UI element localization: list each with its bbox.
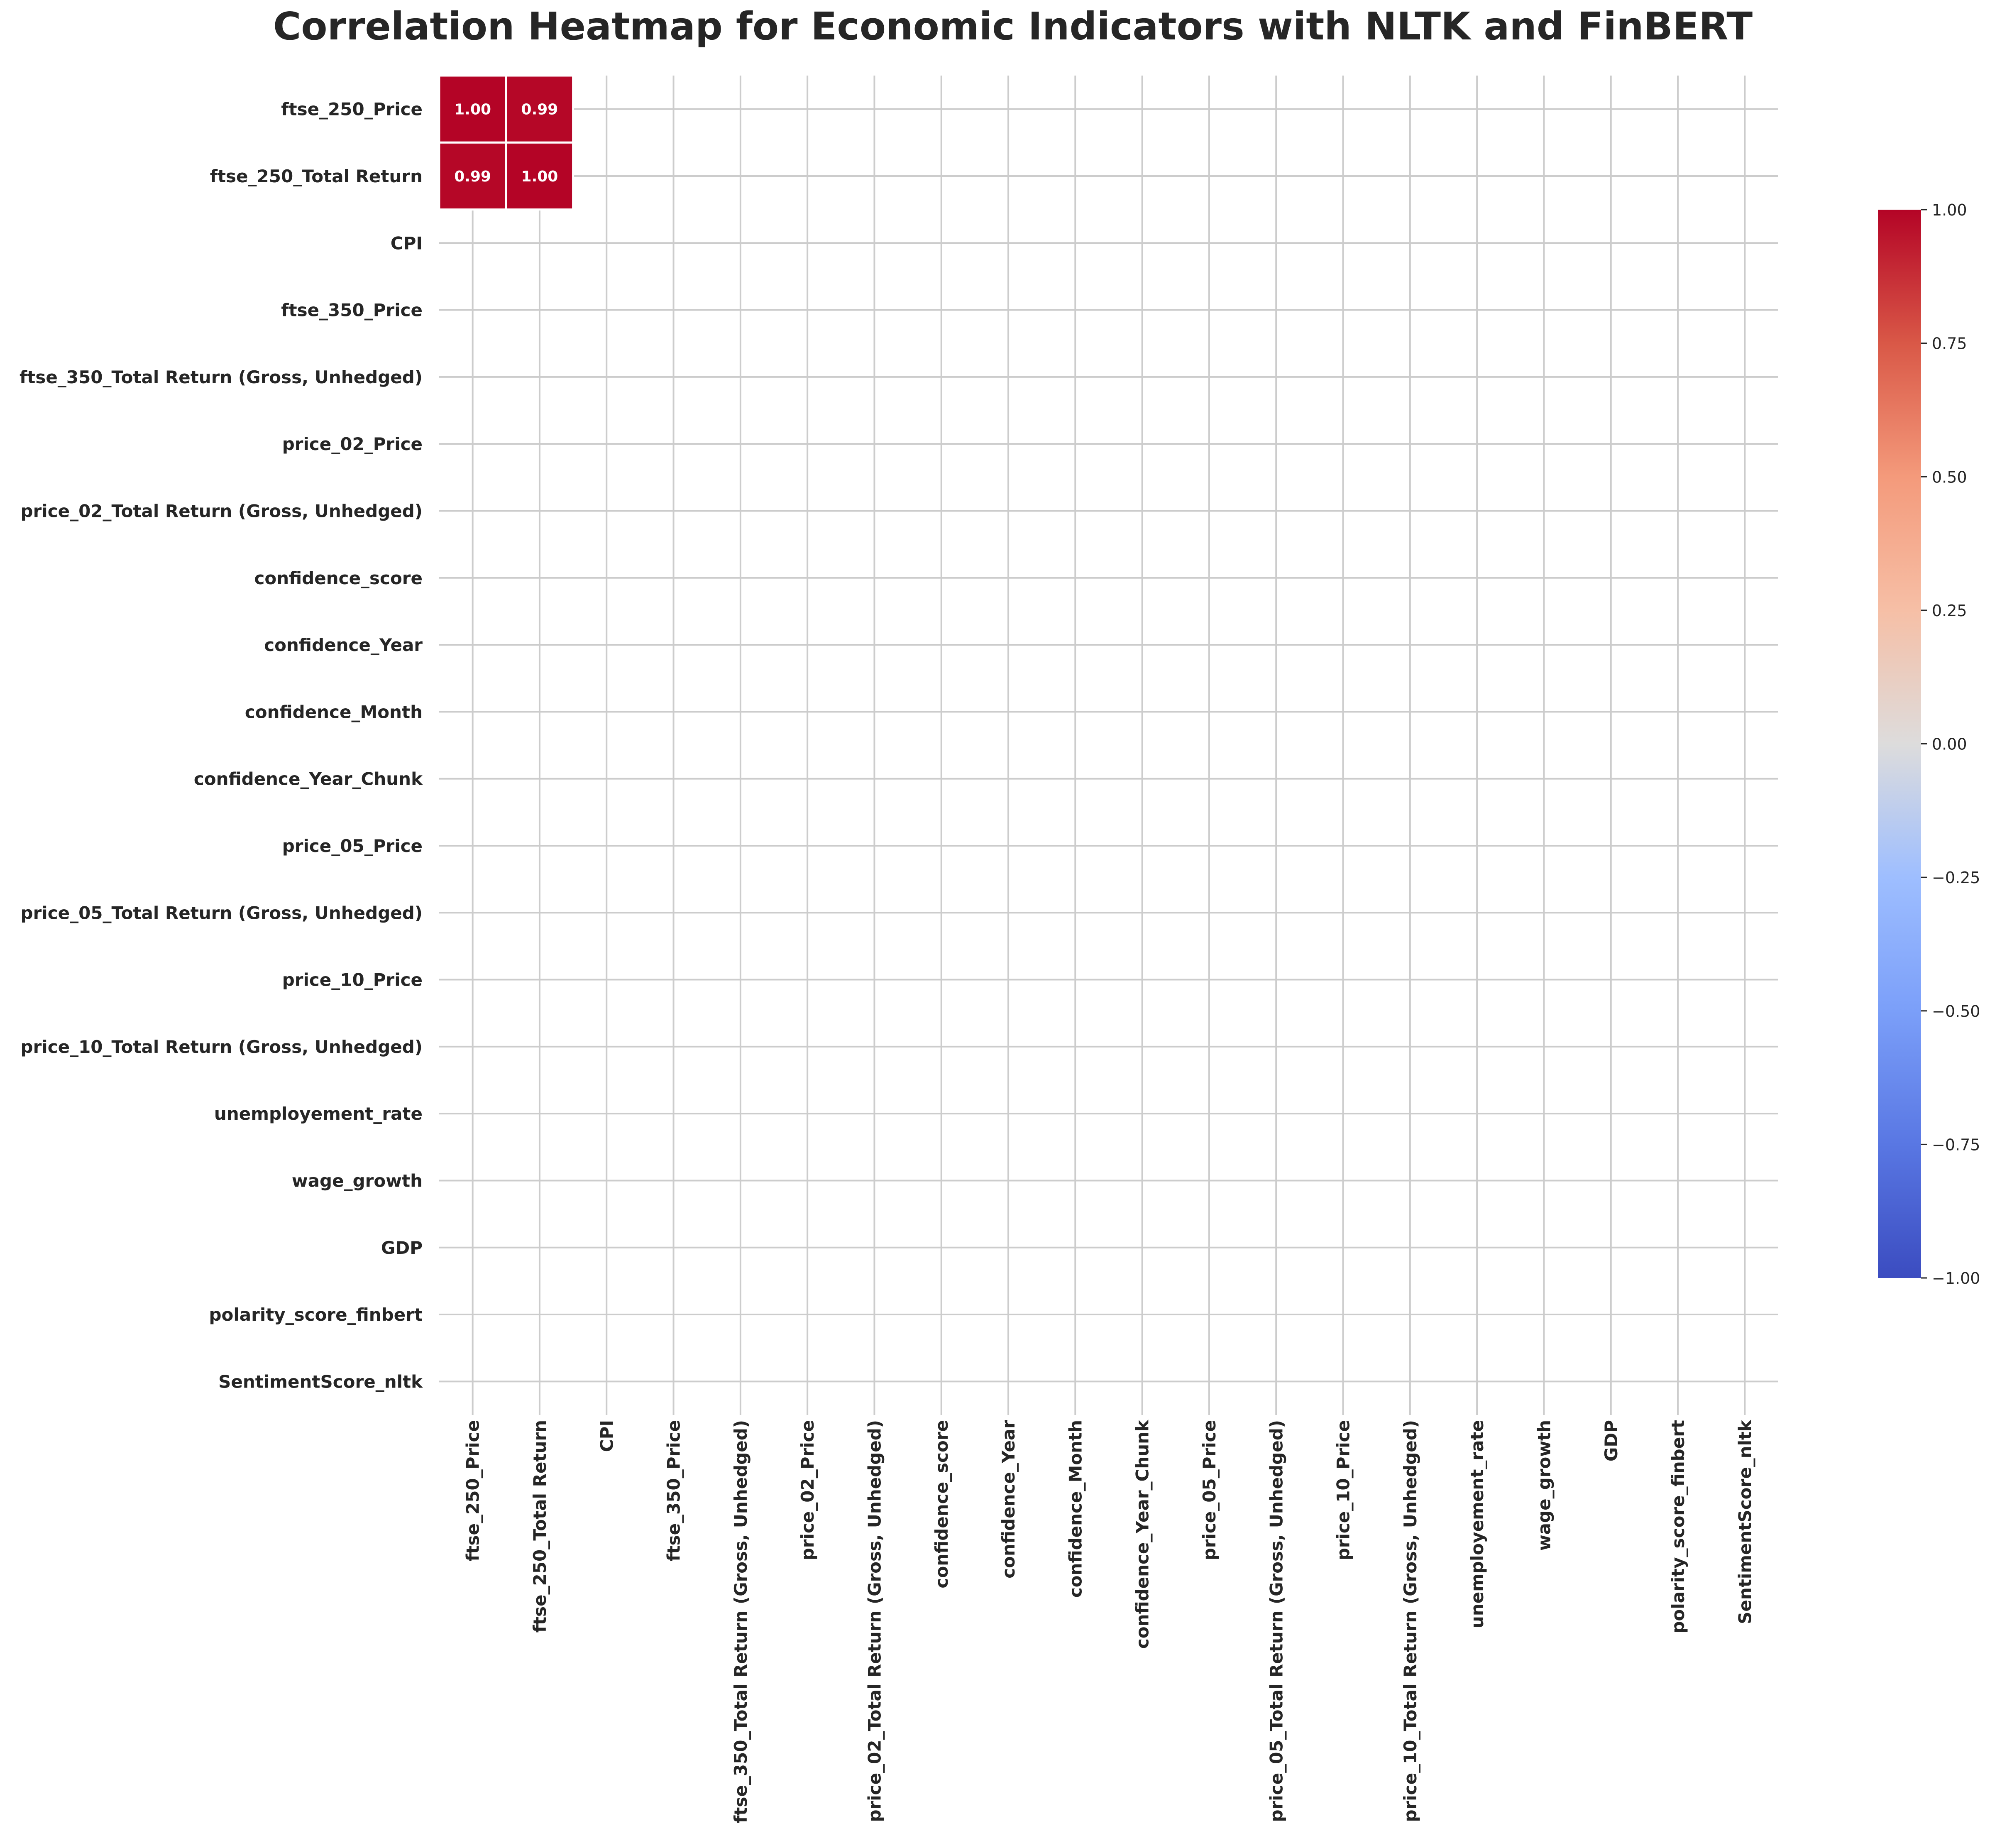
column-label-price-02-price: price_02_Price [797, 1420, 818, 1560]
colorbar-tick-label: −0.75 [1932, 1136, 1980, 1154]
column-labels: ftse_250_Price ftse_250_Total Return CPI ft… [463, 1420, 1755, 1823]
row-label-sentimentscore-nltk: SentimentScore_nltk [218, 1371, 423, 1392]
row-label-confidence-year: confidence_Year [264, 635, 423, 655]
row-label-price-02-total-return-gross-unhedged: price_02_Total Return (Gross, Unhedged) [21, 501, 423, 521]
colorbar-tick-label: 0.50 [1932, 468, 1967, 486]
row-label-ftse-250-price: ftse_250_Price [281, 99, 423, 120]
colorbar-tick-label: 0.00 [1932, 735, 1967, 754]
colorbar-ticks: 1.00 0.75 0.50 0.25 0.00 −0.25 −0.50 −0.75 −1.00 [1921, 201, 1980, 1287]
colorbar-gradient [1878, 210, 1921, 1278]
colorbar-tick-label: −0.50 [1932, 1002, 1980, 1021]
row-label-price-05-price: price_05_Price [282, 836, 423, 856]
column-label-price-10-price: price_10_Price [1333, 1420, 1354, 1560]
cell-annotation: 1.00 [521, 168, 558, 185]
chart-title: Correlation Heatmap for Economic Indicat… [273, 4, 1753, 49]
row-label-confidence-score: confidence_score [254, 568, 423, 588]
cell-annotation: 0.99 [521, 101, 558, 118]
row-label-ftse-350-total-return-gross-unhedged: ftse_350_Total Return (Gross, Unhedged) [20, 367, 423, 387]
row-label-ftse-350-price: ftse_350_Price [281, 300, 423, 321]
column-label-ftse-250-total-return: ftse_250_Total Return [530, 1420, 550, 1633]
grid-lines [439, 76, 1778, 1415]
row-label-price-10-price: price_10_Price [282, 970, 423, 990]
column-label-confidence-month: confidence_Month [1065, 1420, 1085, 1598]
column-label-polarity-score-finbert: polarity_score_finbert [1668, 1420, 1688, 1634]
column-label-sentimentscore-nltk: SentimentScore_nltk [1735, 1420, 1755, 1624]
row-label-confidence-year-chunk: confidence_Year_Chunk [194, 769, 423, 789]
row-label-price-05-total-return-gross-unhedged: price_05_Total Return (Gross, Unhedged) [21, 903, 423, 923]
column-label-confidence-score: confidence_score [931, 1420, 952, 1589]
cell-annotations: 1.00 0.99 0.99 1.00 [454, 101, 558, 185]
colorbar-tick-label: −0.25 [1932, 869, 1980, 887]
colorbar-tick-label: −1.00 [1932, 1269, 1980, 1287]
column-label-ftse-350-price: ftse_350_Price [664, 1420, 684, 1562]
row-label-unemployement-rate: unemployement_rate [214, 1104, 423, 1124]
column-label-cpi: CPI [596, 1420, 617, 1452]
cell-annotation: 1.00 [454, 101, 491, 118]
column-label-price-05-total-return-gross-unhedged: price_05_Total Return (Gross, Unhedged) [1266, 1420, 1286, 1822]
colorbar-tick-label: 1.00 [1932, 201, 1967, 219]
row-label-polarity-score-finbert: polarity_score_finbert [209, 1305, 423, 1325]
column-label-price-10-total-return-gross-unhedged: price_10_Total Return (Gross, Unhedged) [1400, 1420, 1420, 1822]
row-label-price-02-price: price_02_Price [282, 434, 423, 454]
colorbar-tick-label: 0.75 [1932, 335, 1967, 353]
column-label-price-02-total-return-gross-unhedged: price_02_Total Return (Gross, Unhedged) [864, 1420, 885, 1822]
colorbar: 1.00 0.75 0.50 0.25 0.00 −0.25 −0.50 −0.75 −1.00 [1878, 201, 1980, 1287]
column-label-wage-growth: wage_growth [1534, 1420, 1554, 1551]
row-label-price-10-total-return-gross-unhedged: price_10_Total Return (Gross, Unhedged) [21, 1037, 423, 1057]
row-label-wage-growth: wage_growth [292, 1170, 423, 1191]
column-label-confidence-year-chunk: confidence_Year_Chunk [1132, 1420, 1153, 1649]
column-label-unemployement-rate: unemployement_rate [1467, 1420, 1487, 1628]
row-label-cpi: CPI [391, 233, 423, 253]
column-label-price-05-price: price_05_Price [1199, 1420, 1220, 1560]
cell-annotation: 0.99 [454, 168, 491, 185]
column-label-ftse-250-price: ftse_250_Price [463, 1420, 483, 1562]
row-label-gdp: GDP [381, 1238, 423, 1258]
row-labels: ftse_250_Price ftse_250_Total Return CPI ft… [20, 99, 423, 1392]
heatmap-cell [505, 141, 574, 211]
heatmap-cell [438, 74, 507, 144]
column-label-ftse-350-total-return-gross-unhedged: ftse_350_Total Return (Gross, Unhedged) [731, 1420, 751, 1823]
row-label-confidence-month: confidence_Month [245, 702, 423, 722]
column-label-gdp: GDP [1601, 1420, 1621, 1461]
colorbar-tick-label: 0.25 [1932, 602, 1967, 620]
row-label-ftse-250-total-return: ftse_250_Total Return [210, 166, 423, 186]
heatmap-cells [438, 74, 574, 211]
column-label-confidence-year: confidence_Year [998, 1420, 1019, 1579]
heatmap-cell [505, 74, 574, 144]
